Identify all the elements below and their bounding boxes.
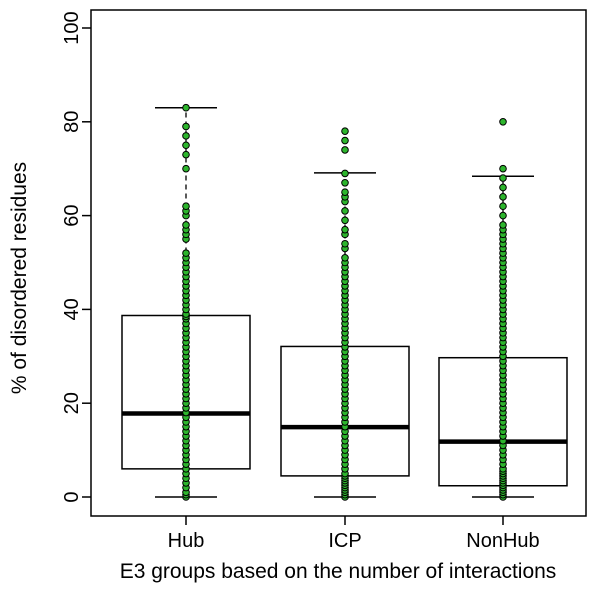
data-point (499, 183, 507, 192)
data-point (341, 178, 349, 187)
x-tick-label: ICP (328, 530, 361, 552)
data-point (182, 221, 190, 229)
y-tick-label: 60 (61, 204, 83, 226)
data-point (182, 249, 190, 257)
data-point (499, 193, 507, 201)
data-point (341, 216, 349, 225)
y-tick-label: 0 (61, 491, 83, 502)
points-icp (341, 127, 349, 501)
y-tick-label: 100 (61, 11, 83, 44)
data-point (182, 150, 190, 159)
y-tick-label: 20 (61, 392, 83, 414)
data-point (341, 146, 349, 154)
data-point (341, 239, 349, 248)
data-point (182, 141, 190, 150)
y-axis: 0 20 40 60 80 100 (61, 11, 91, 503)
data-point (341, 225, 349, 234)
data-point (182, 164, 190, 173)
data-point (341, 127, 349, 135)
points-nonhub (499, 118, 507, 501)
data-point (499, 221, 507, 229)
data-point (499, 118, 507, 126)
data-point (182, 103, 190, 112)
x-axis: Hub ICP NonHub (168, 516, 540, 552)
data-point (499, 202, 507, 211)
y-tick-label: 40 (61, 298, 83, 320)
data-point (182, 202, 190, 211)
data-point (499, 211, 507, 220)
data-point (341, 169, 349, 178)
y-axis-title: % of disordered residues (8, 162, 31, 394)
data-point (182, 122, 190, 131)
points-hub (182, 103, 190, 501)
data-point (341, 207, 349, 215)
plot-frame (90, 9, 587, 517)
data-point (182, 132, 190, 140)
y-tick-label: 80 (61, 111, 83, 133)
data-point (499, 164, 507, 173)
x-tick-label: NonHub (466, 530, 539, 552)
x-tick-label: Hub (168, 530, 205, 552)
data-point (341, 254, 349, 262)
x-axis-title: E3 groups based on the number of interac… (120, 560, 557, 583)
plot-area (90, 9, 587, 517)
data-point (341, 136, 349, 145)
data-point (499, 174, 507, 182)
data-point (341, 188, 349, 196)
